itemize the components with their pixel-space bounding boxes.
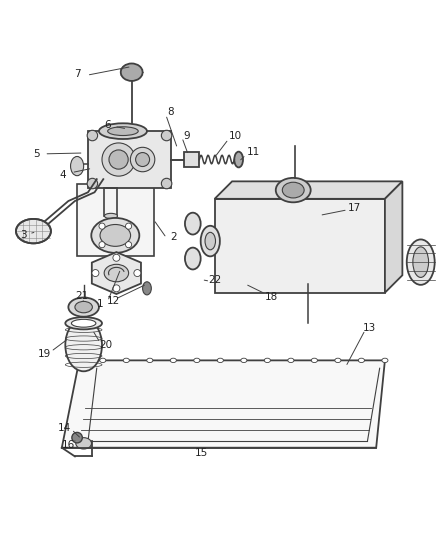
Ellipse shape <box>143 282 151 295</box>
Ellipse shape <box>276 178 311 203</box>
Ellipse shape <box>76 438 92 449</box>
Ellipse shape <box>72 432 82 443</box>
Bar <box>77 183 153 256</box>
Polygon shape <box>385 181 403 293</box>
Polygon shape <box>88 131 171 188</box>
Bar <box>184 152 199 167</box>
Text: 16: 16 <box>62 440 75 450</box>
Text: 9: 9 <box>183 131 190 141</box>
Ellipse shape <box>71 157 84 176</box>
Ellipse shape <box>335 358 341 362</box>
Text: 13: 13 <box>363 322 376 333</box>
Ellipse shape <box>121 63 143 81</box>
Ellipse shape <box>100 224 131 246</box>
Ellipse shape <box>185 248 201 270</box>
Ellipse shape <box>65 319 102 372</box>
Ellipse shape <box>136 152 150 166</box>
Ellipse shape <box>113 254 120 261</box>
Ellipse shape <box>283 182 304 198</box>
Text: 19: 19 <box>38 349 51 359</box>
Polygon shape <box>215 199 385 293</box>
Ellipse shape <box>108 127 138 135</box>
Text: 20: 20 <box>99 340 112 350</box>
Text: 3: 3 <box>20 230 27 240</box>
Ellipse shape <box>413 247 428 277</box>
Ellipse shape <box>194 358 200 362</box>
Ellipse shape <box>104 213 117 219</box>
Ellipse shape <box>311 358 318 362</box>
Ellipse shape <box>170 358 177 362</box>
Text: 7: 7 <box>74 69 81 79</box>
Text: 2: 2 <box>170 232 177 242</box>
Ellipse shape <box>382 358 388 362</box>
Ellipse shape <box>99 123 147 139</box>
Ellipse shape <box>100 358 106 362</box>
Text: 17: 17 <box>348 203 361 213</box>
Ellipse shape <box>264 358 270 362</box>
Ellipse shape <box>134 270 141 277</box>
Ellipse shape <box>76 358 82 362</box>
Ellipse shape <box>205 232 215 250</box>
Ellipse shape <box>126 223 132 229</box>
Text: 14: 14 <box>57 423 71 433</box>
Ellipse shape <box>241 358 247 362</box>
Ellipse shape <box>185 213 201 235</box>
Polygon shape <box>92 252 141 294</box>
Ellipse shape <box>71 319 96 327</box>
Ellipse shape <box>201 226 220 256</box>
Ellipse shape <box>109 150 128 169</box>
Text: 10: 10 <box>229 132 242 141</box>
Ellipse shape <box>161 130 172 141</box>
Ellipse shape <box>217 358 223 362</box>
Ellipse shape <box>147 358 153 362</box>
Ellipse shape <box>131 147 155 172</box>
Text: 8: 8 <box>168 107 174 117</box>
Ellipse shape <box>104 264 129 282</box>
Ellipse shape <box>161 179 172 189</box>
Ellipse shape <box>87 179 98 189</box>
Text: 12: 12 <box>107 296 120 306</box>
Text: 22: 22 <box>208 276 221 286</box>
Ellipse shape <box>358 358 364 362</box>
Text: 4: 4 <box>60 170 67 180</box>
Text: 18: 18 <box>265 292 278 302</box>
Text: 15: 15 <box>195 448 208 458</box>
Ellipse shape <box>65 317 102 329</box>
Polygon shape <box>62 360 385 448</box>
Ellipse shape <box>113 285 120 292</box>
Text: 11: 11 <box>247 147 260 157</box>
Ellipse shape <box>126 241 132 248</box>
Text: 1: 1 <box>97 298 103 309</box>
Ellipse shape <box>68 297 99 317</box>
Ellipse shape <box>75 302 92 313</box>
Text: 5: 5 <box>34 149 40 159</box>
Ellipse shape <box>16 219 51 244</box>
Ellipse shape <box>87 130 98 141</box>
Text: 21: 21 <box>75 291 88 301</box>
Ellipse shape <box>234 152 243 167</box>
Ellipse shape <box>288 358 294 362</box>
Ellipse shape <box>123 358 129 362</box>
Polygon shape <box>215 181 403 199</box>
Ellipse shape <box>102 143 135 176</box>
Ellipse shape <box>99 241 105 248</box>
Ellipse shape <box>91 218 139 253</box>
Text: 6: 6 <box>104 119 111 130</box>
Ellipse shape <box>99 223 105 229</box>
Ellipse shape <box>407 239 434 285</box>
Ellipse shape <box>92 270 99 277</box>
